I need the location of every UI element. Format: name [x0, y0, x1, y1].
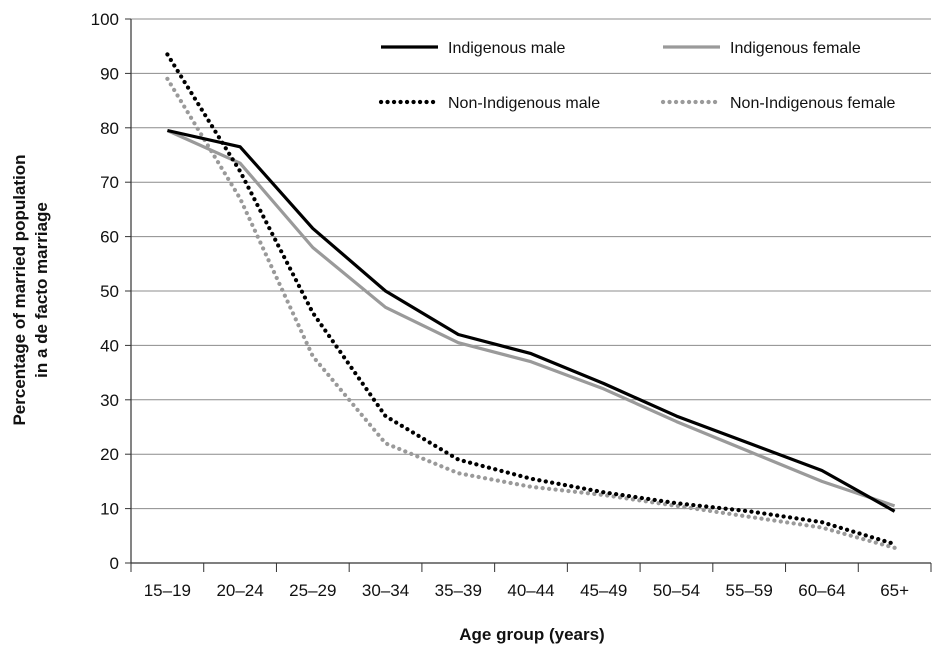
y-tick-label: 90: [100, 64, 119, 83]
legend: Indigenous male Indigenous female Non-Indi…: [378, 40, 896, 112]
x-tick-label: 65+: [880, 581, 909, 600]
x-tick-label: 25–29: [289, 581, 336, 600]
y-tick-label: 100: [91, 10, 119, 29]
series-lines: [165, 52, 897, 550]
series-line-non-indigenous-female: [165, 76, 897, 550]
grid-lines: [131, 18, 931, 510]
series-line-indigenous-female: [166, 129, 896, 508]
y-tick-label: 30: [100, 391, 119, 410]
x-tick-label: 15–19: [144, 581, 191, 600]
legend-item: Indigenous male: [381, 40, 566, 57]
x-axis-title: Age group (years): [459, 625, 604, 644]
x-axis-ticks: 15–19 20–24 25–29 30–34 35–39 40–44 45–49 50–54…: [130, 563, 932, 600]
legend-label: Indigenous male: [448, 40, 566, 57]
x-tick-label: 50–54: [653, 581, 700, 600]
legend-label: Non-Indigenous male: [448, 95, 600, 112]
series-line-indigenous-male: [167, 128, 896, 513]
x-tick-label: 55–59: [726, 581, 773, 600]
y-tick-label: 70: [100, 173, 119, 192]
series-line-non-indigenous-male: [165, 52, 897, 547]
y-axis-ticks: 0 10 20 30 40 50 60 70 80 90 100: [91, 10, 131, 573]
x-tick-label: 35–39: [435, 581, 482, 600]
y-tick-label: 20: [100, 445, 119, 464]
y-tick-label: 0: [110, 554, 119, 573]
legend-item: Non-Indigenous male: [378, 95, 600, 112]
y-axis-title: Percentage of married population in a de…: [10, 154, 51, 425]
legend-item: Non-Indigenous female: [660, 95, 896, 112]
x-tick-label: 60–64: [798, 581, 845, 600]
legend-label: Indigenous female: [730, 40, 861, 57]
x-tick-label: 40–44: [507, 581, 554, 600]
y-tick-label: 40: [100, 336, 119, 355]
y-tick-label: 50: [100, 282, 119, 301]
y-tick-label: 10: [100, 500, 119, 519]
y-tick-label: 80: [100, 119, 119, 138]
y-axis-title-line2: in a de facto marriage: [32, 202, 51, 378]
legend-item: Indigenous female: [663, 40, 861, 57]
legend-label: Non-Indigenous female: [730, 95, 896, 112]
x-tick-label: 20–24: [216, 581, 263, 600]
x-tick-label: 45–49: [580, 581, 627, 600]
x-tick-label: 30–34: [362, 581, 409, 600]
y-axis-title-line1: Percentage of married population: [10, 154, 29, 425]
y-tick-label: 60: [100, 228, 119, 247]
